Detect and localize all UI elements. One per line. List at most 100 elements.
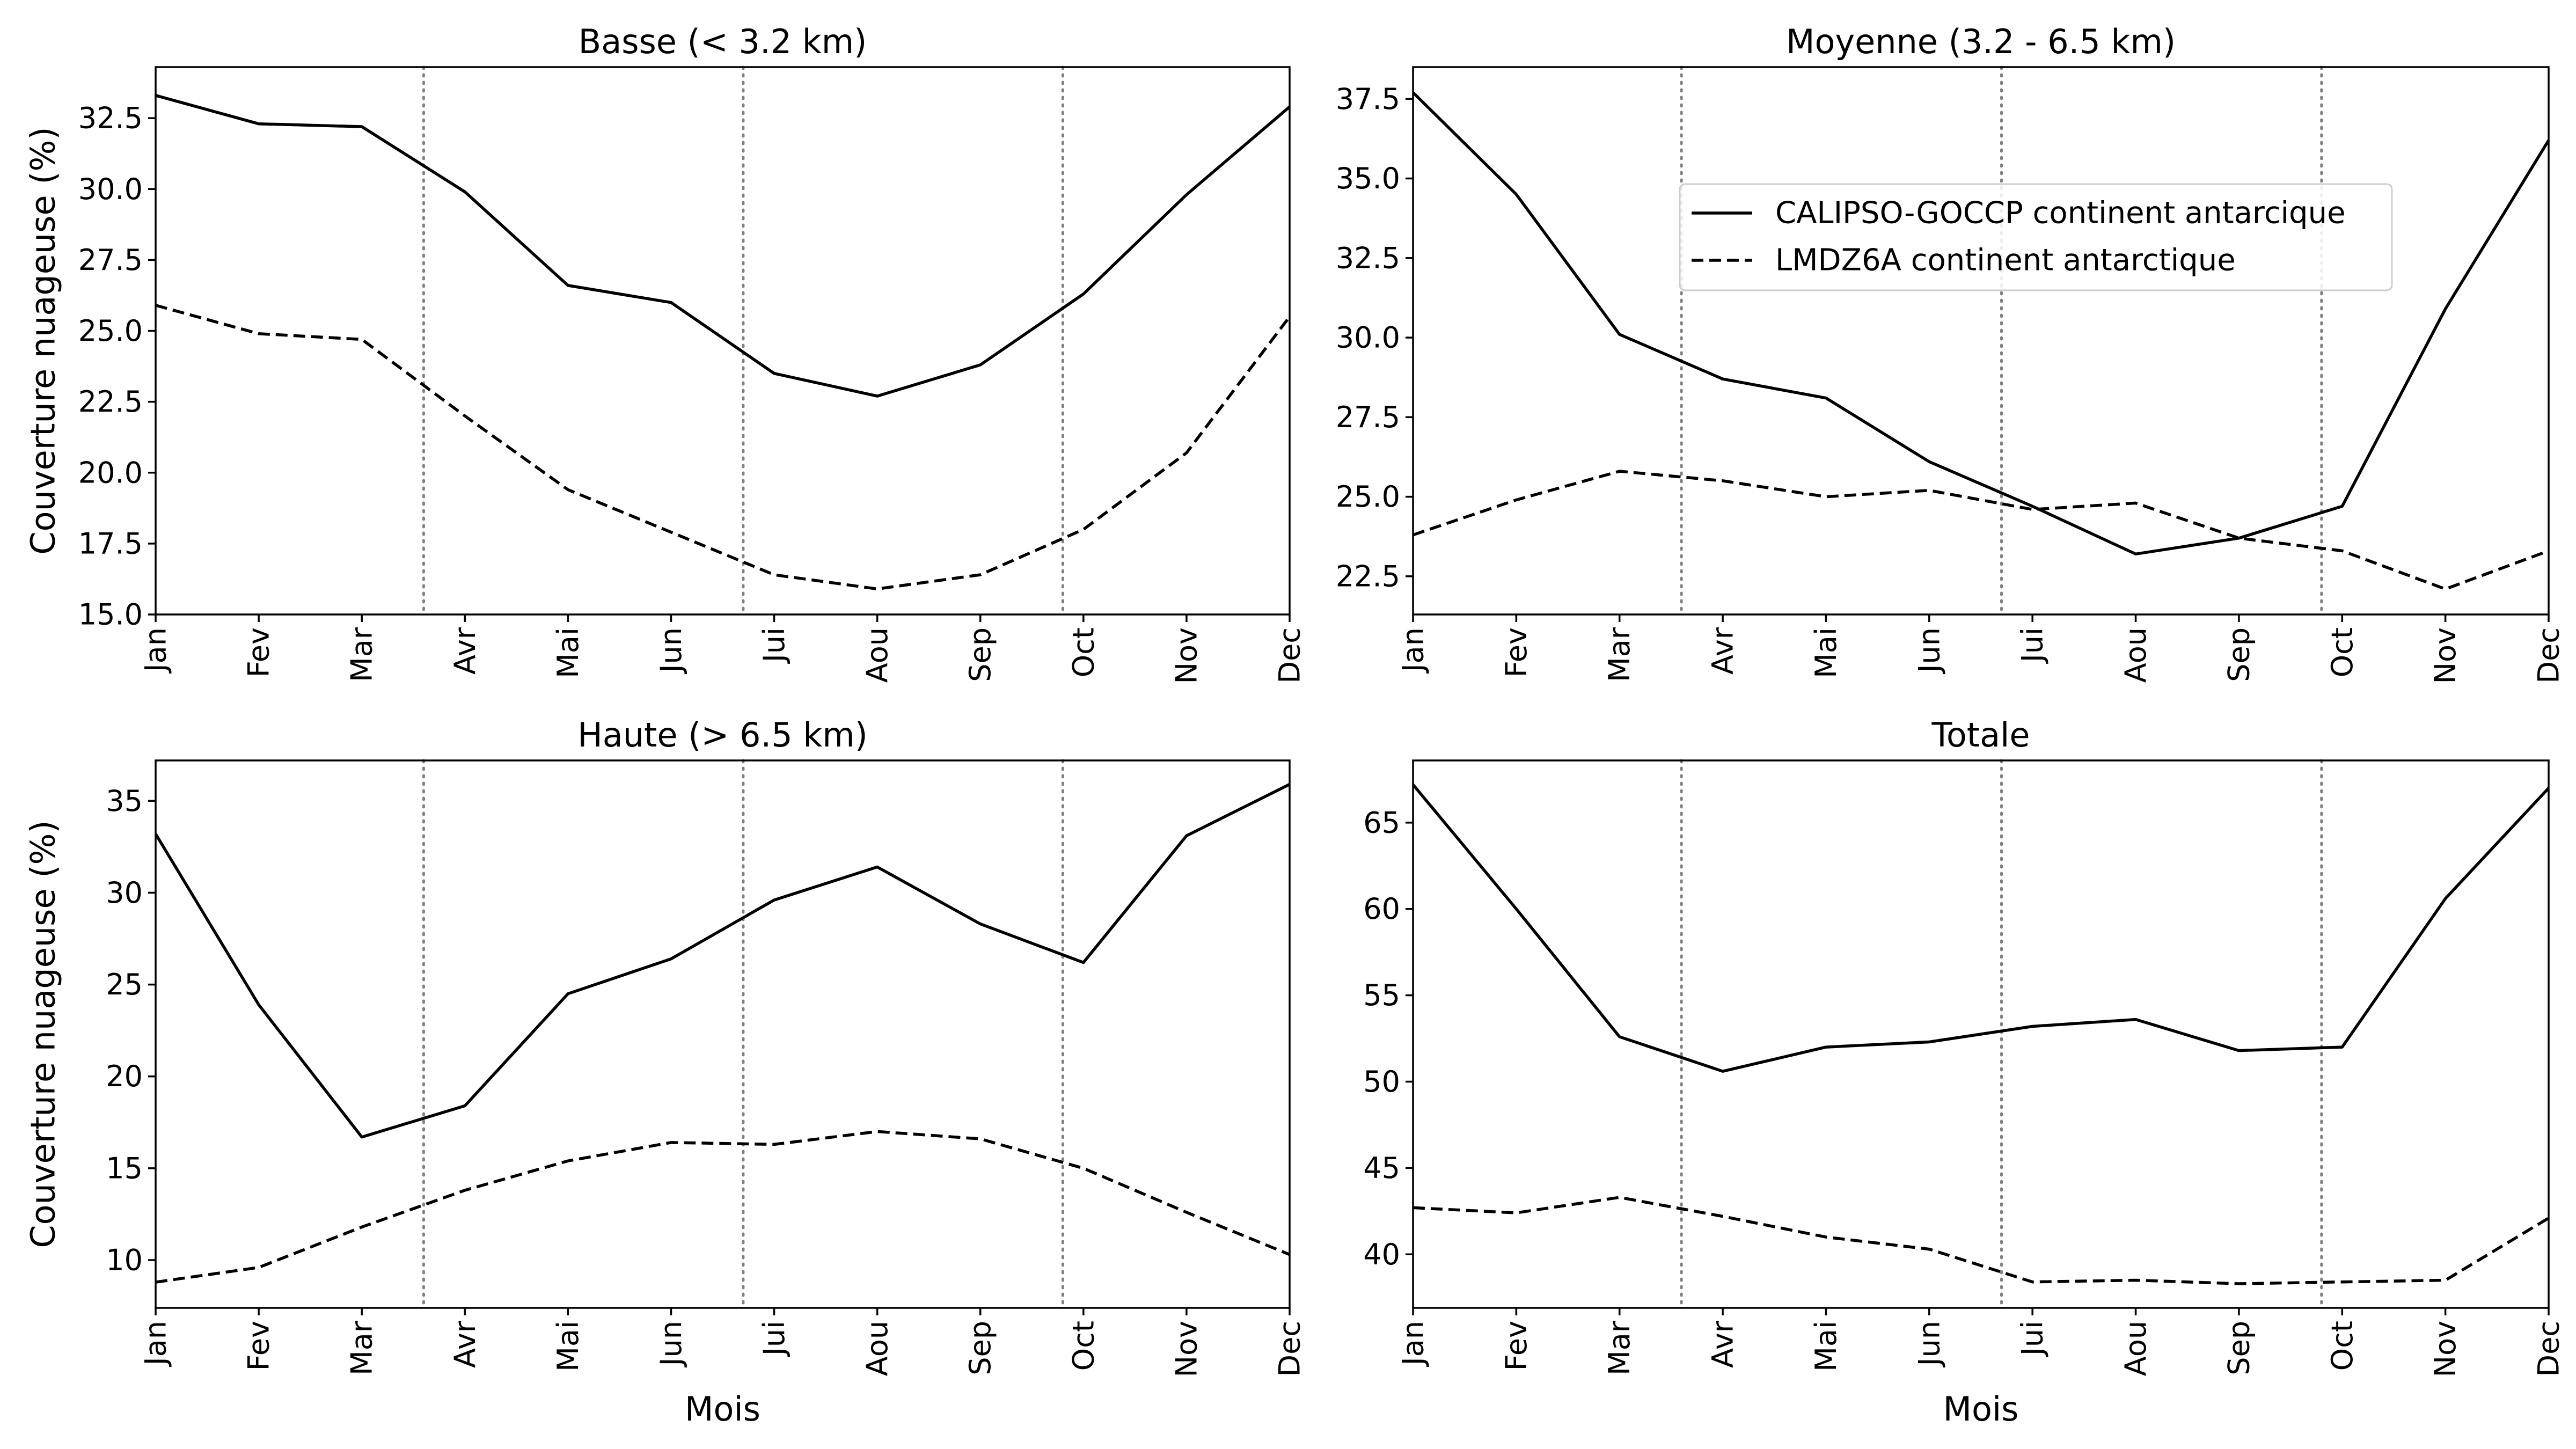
x-tick-label: Avr (448, 1320, 482, 1368)
y-tick-label: 10 (106, 1243, 143, 1277)
x-tick-label: Jui (757, 1321, 791, 1357)
plot-frame (1412, 66, 2550, 616)
x-tick-label: Jan (1396, 1321, 1430, 1367)
x-tick-label: Mai (1809, 627, 1843, 678)
x-tick-label: Aou (860, 627, 894, 683)
x-tick-label: Mar (1602, 1320, 1636, 1375)
y-tick-label: 32.5 (1336, 241, 1400, 275)
y-tick-label: 15 (106, 1151, 143, 1185)
panel-title: Totale (1931, 715, 2030, 755)
x-tick-label: Jun (1912, 627, 1946, 674)
lmdz6a-series-line (1413, 1196, 2550, 1285)
y-tick-label: 45 (1363, 1151, 1400, 1185)
y-tick-label: 22.5 (1336, 559, 1400, 593)
y-tick-label: 25.0 (78, 314, 143, 348)
chart-panel-3: 10 15 20 25 30 35 Jan Fev Mar Avr Mai Jun Jui Aou Sep O… (24, 715, 1307, 1429)
x-tick-label: Jan (1396, 627, 1430, 674)
calipso-series-line (154, 783, 1291, 1139)
x-tick-label: Sep (963, 1321, 997, 1375)
x-tick-label: Fev (242, 1321, 276, 1371)
plot-frame (155, 66, 1291, 616)
lmdz6a-series-line (155, 304, 1291, 591)
x-tick-label: Fev (1499, 1321, 1533, 1371)
x-tick-label: Jun (654, 627, 688, 674)
x-tick-label: Sep (2222, 1321, 2256, 1375)
y-tick-label: 25 (106, 968, 143, 1001)
y-tick-label: 30.0 (1336, 321, 1400, 355)
y-tick-label: 55 (1363, 978, 1400, 1012)
lmdz6a-series-line (1413, 470, 2549, 591)
lmdz6a-series-line (155, 1130, 1291, 1284)
x-tick-label: Aou (860, 1321, 894, 1376)
x-axis-label: Mois (685, 1389, 760, 1429)
x-tick-label: Sep (2222, 627, 2256, 682)
y-tick-label: 20 (106, 1059, 143, 1093)
x-tick-label: Nov (1169, 627, 1203, 684)
legend: CALIPSO-GOCCP continent antarcique LMDZ6A… (1679, 183, 2393, 291)
x-tick-label: Mai (551, 1321, 585, 1372)
y-tick-label: 17.5 (78, 526, 143, 560)
y-axis-label: Couverture nuageuse (%) (24, 820, 63, 1248)
y-tick-label: 37.5 (1336, 82, 1400, 116)
x-tick-label: Jui (2016, 627, 2050, 664)
x-tick-label: Fev (1499, 627, 1533, 677)
y-tick-label: 35.0 (1336, 162, 1400, 195)
y-tick-label: 22.5 (78, 385, 143, 419)
y-tick-label: 30 (106, 876, 143, 910)
x-tick-label: Sep (963, 627, 997, 682)
y-axis-label: Couverture nuageuse (%) (24, 127, 63, 554)
y-tick-label: 27.5 (1336, 400, 1400, 434)
y-tick-label: 20.0 (78, 456, 143, 489)
plot-frame (1412, 759, 2550, 1309)
x-tick-label: Avr (448, 627, 482, 675)
y-tick-label: 60 (1363, 892, 1400, 926)
x-tick-label: Avr (1706, 1320, 1740, 1368)
x-tick-label: Oct (1066, 1321, 1100, 1371)
x-tick-label: Oct (1066, 627, 1100, 677)
x-tick-label: Mar (345, 627, 379, 682)
y-tick-label: 27.5 (78, 243, 143, 277)
chart-panel-2: 22.5 25.0 27.5 30.0 32.5 35.0 37.5 Jan Fev Mar Avr… (1336, 22, 2566, 684)
calipso-series-line (1412, 91, 2550, 556)
x-tick-label: Fev (242, 627, 276, 677)
x-tick-label: Dec (1273, 1321, 1307, 1377)
x-tick-label: Jui (2016, 1321, 2050, 1357)
y-tick-label: 30.0 (78, 172, 143, 206)
chart-panel-4: 40 45 50 55 60 65 Jan Fev Mar Avr Mai Jun Jui Aou Sep O… (1363, 715, 2565, 1429)
plot-frame (155, 759, 1291, 1309)
panel-title: Moyenne (3.2 - 6.5 km) (1786, 22, 2176, 61)
x-tick-label: Mar (345, 1320, 379, 1375)
x-tick-label: Dec (2532, 627, 2566, 684)
x-tick-label: Aou (2119, 1321, 2153, 1376)
x-tick-label: Mai (1809, 1321, 1843, 1372)
x-tick-label: Aou (2119, 627, 2153, 683)
x-tick-label: Jan (139, 627, 173, 674)
y-tick-label: 25.0 (1336, 480, 1400, 514)
x-tick-label: Nov (2428, 1321, 2462, 1377)
x-tick-label: Oct (2325, 627, 2359, 677)
calipso-series-line (155, 94, 1291, 398)
y-tick-label: 32.5 (78, 101, 143, 135)
x-tick-label: Nov (2428, 627, 2462, 684)
x-tick-label: Nov (1169, 1321, 1203, 1377)
panel-title: Haute (> 6.5 km) (577, 715, 868, 755)
y-tick-label: 40 (1363, 1238, 1400, 1271)
panel-title: Basse (< 3.2 km) (579, 22, 867, 61)
x-tick-label: Oct (2325, 1321, 2359, 1371)
y-tick-label: 50 (1363, 1065, 1400, 1099)
chart-panel-1: 15.0 17.5 20.0 22.5 25.0 27.5 30.0 32.5 Jan Fev Ma… (24, 22, 1307, 684)
legend-label: LMDZ6A continent antarctique (1775, 243, 2236, 278)
x-tick-label: Avr (1706, 627, 1740, 675)
x-tick-label: Dec (1273, 627, 1307, 684)
legend-box (1679, 183, 2393, 291)
x-axis-label: Mois (1943, 1389, 2019, 1429)
x-tick-label: Jun (654, 1321, 688, 1367)
x-tick-label: Dec (2532, 1321, 2566, 1377)
x-tick-label: Mai (551, 627, 585, 678)
x-tick-label: Mar (1602, 627, 1636, 682)
x-tick-label: Jun (1912, 1321, 1946, 1367)
y-tick-label: 15.0 (78, 598, 143, 632)
legend-label: CALIPSO-GOCCP continent antarcique (1775, 196, 2346, 231)
y-tick-label: 35 (106, 784, 143, 818)
